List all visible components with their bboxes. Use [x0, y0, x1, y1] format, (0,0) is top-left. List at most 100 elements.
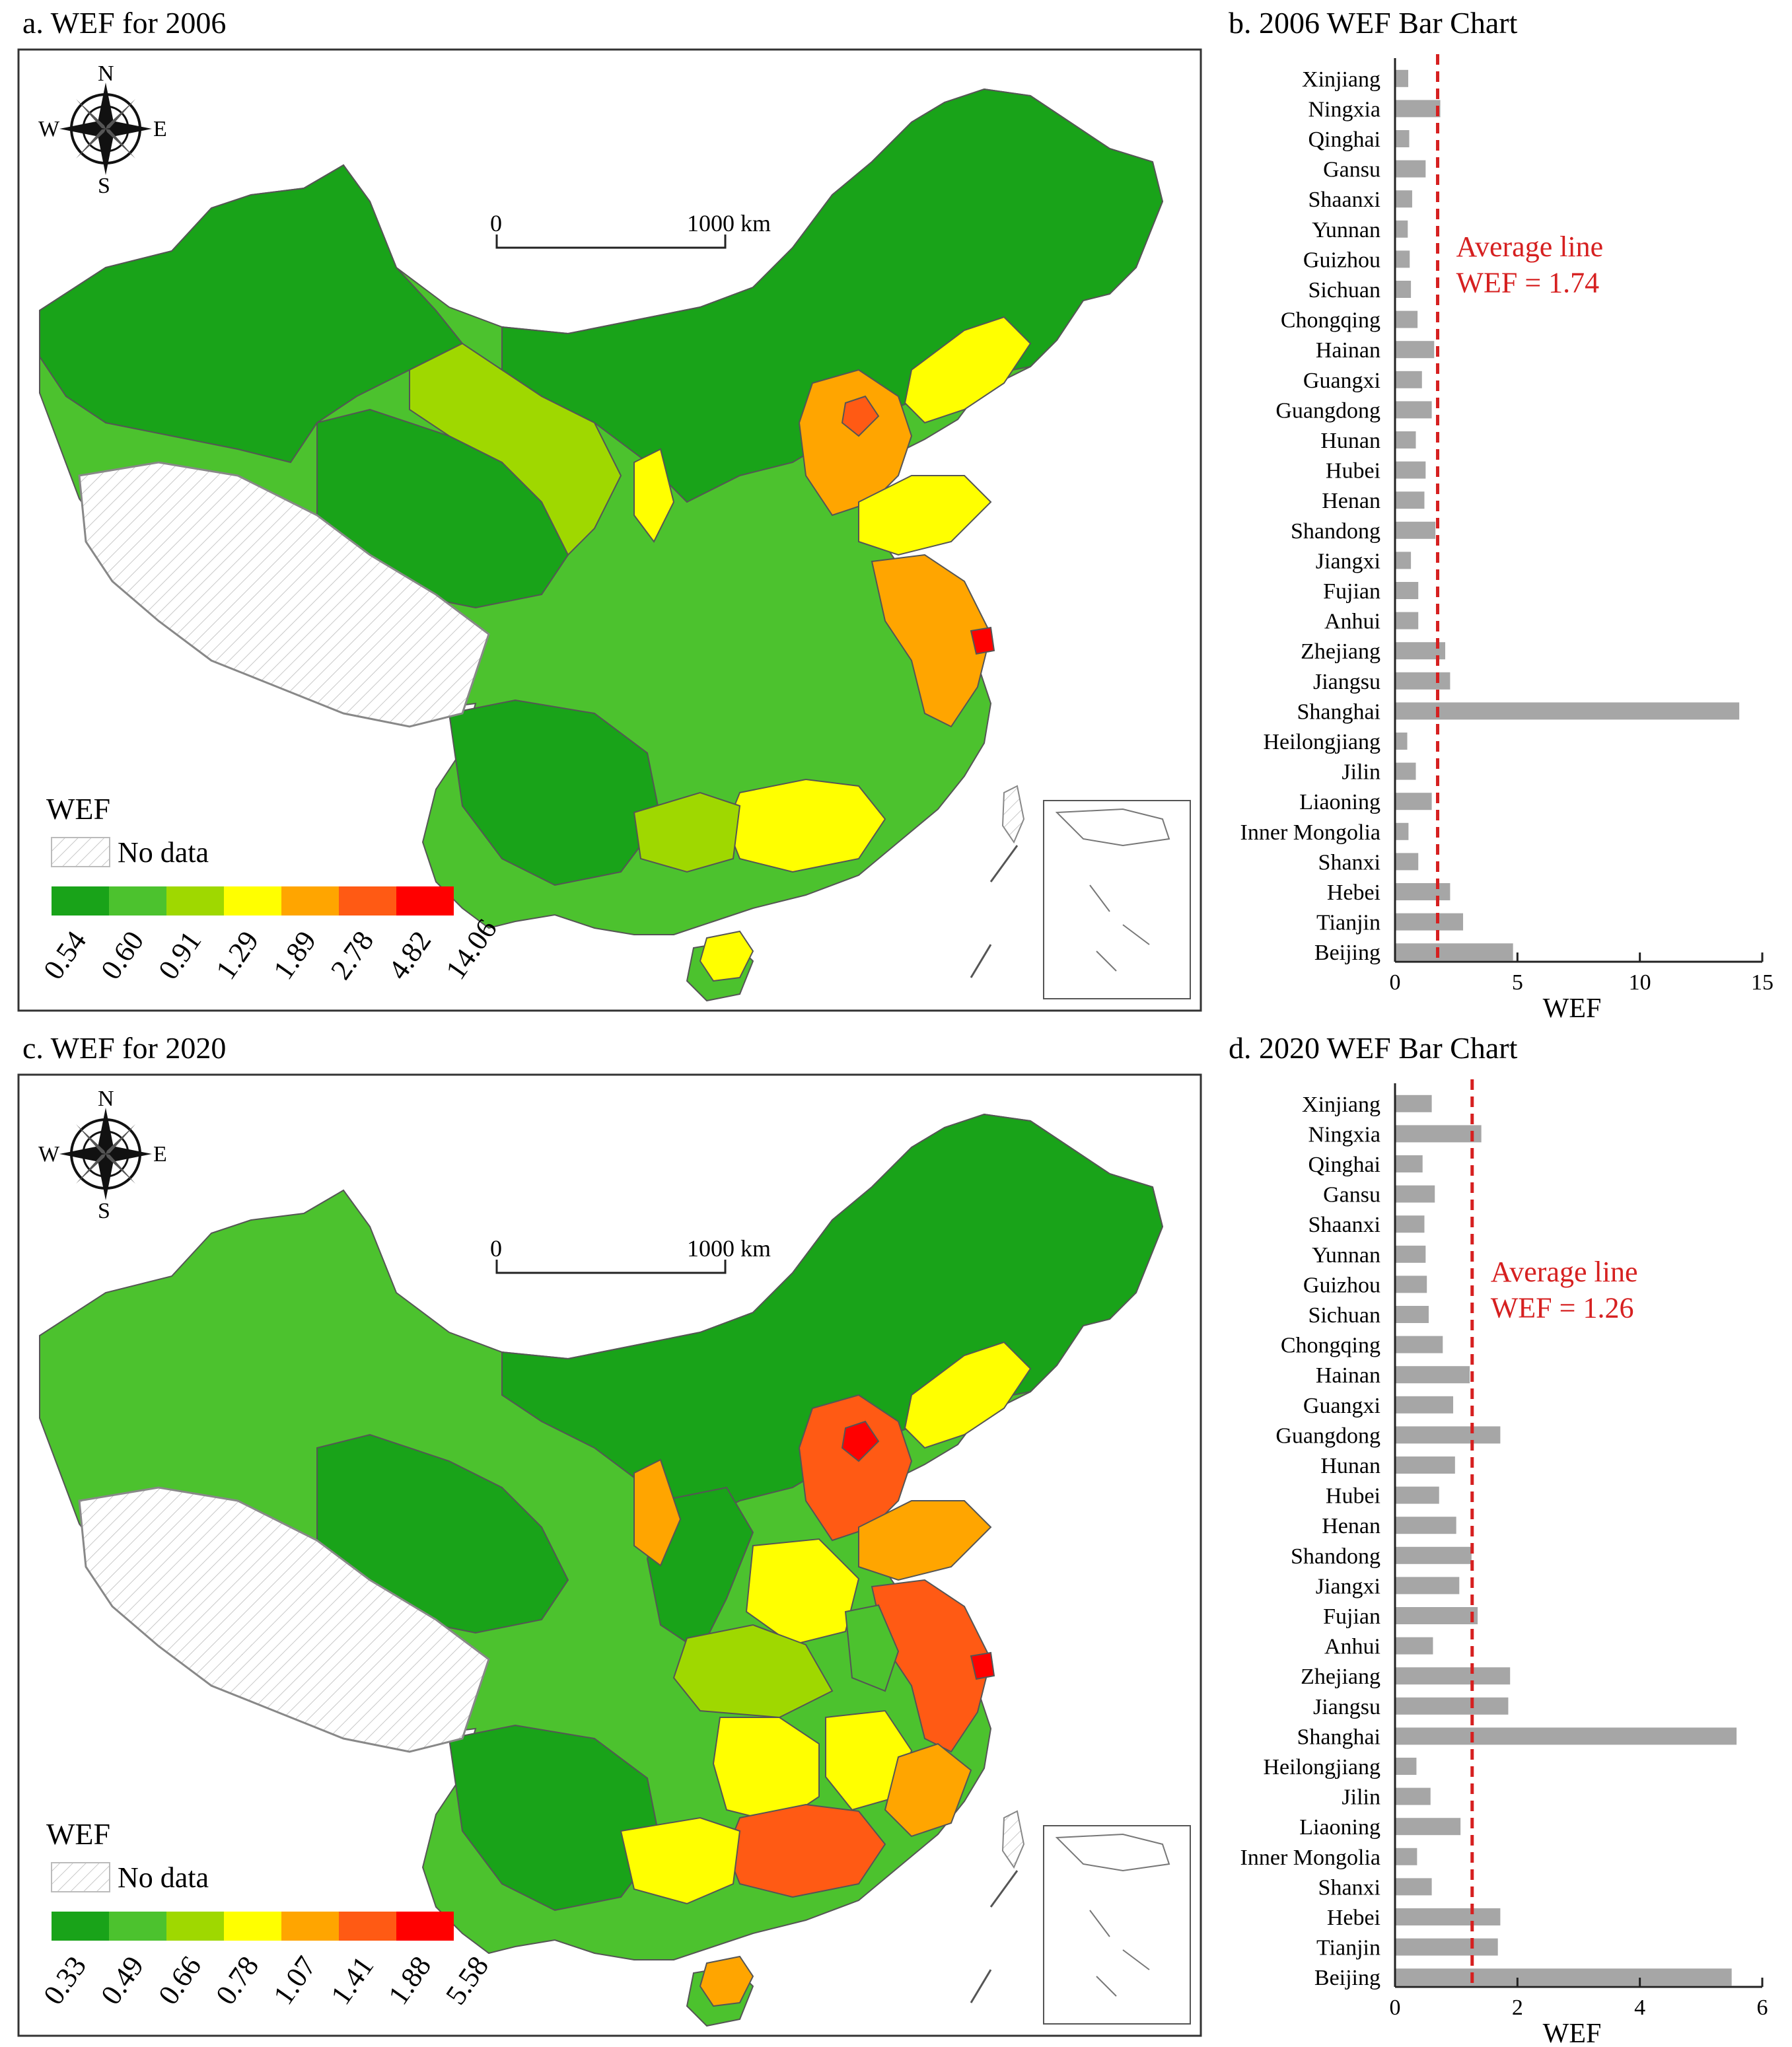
compass-w: W	[38, 117, 60, 141]
compass-rose-icon: N S W E	[38, 61, 167, 198]
category-label: Shaanxi	[1308, 188, 1380, 212]
category-label: Henan	[1322, 1514, 1380, 1538]
scale-bar-end: 1000 km	[687, 210, 771, 236]
legend-swatch	[224, 1912, 281, 1941]
compass-rose-icon: N S W E	[38, 1087, 167, 1223]
legend-swatch	[281, 1912, 339, 1941]
category-label: Jiangsu	[1313, 1695, 1380, 1719]
x-tick-label: 6	[1757, 1995, 1768, 2020]
bar	[1395, 1577, 1460, 1595]
category-label: Liaoning	[1299, 790, 1380, 814]
bar	[1395, 1336, 1443, 1353]
category-label: Inner Mongolia	[1240, 820, 1380, 845]
bar	[1395, 160, 1426, 178]
bar	[1395, 1938, 1498, 1956]
bar	[1395, 913, 1464, 931]
compass-n: N	[98, 61, 114, 86]
bar	[1395, 672, 1451, 690]
map-2020: N S W E 0 1000 km WEF No data 0.33 0.49 0.…	[17, 1073, 1202, 2037]
bar	[1395, 491, 1425, 509]
category-label: Xinjiang	[1302, 67, 1380, 92]
category-label: Hubei	[1326, 459, 1380, 484]
category-label: Gansu	[1323, 1183, 1380, 1207]
category-label: Hainan	[1316, 338, 1380, 363]
bar	[1395, 401, 1432, 419]
china-map-2006	[39, 88, 1164, 1001]
bar	[1395, 1125, 1482, 1143]
no-data-swatch	[51, 1862, 110, 1892]
bar	[1395, 341, 1435, 359]
category-label: Hebei	[1327, 880, 1380, 905]
bar	[1395, 762, 1416, 780]
bar	[1395, 431, 1416, 449]
category-label: Hainan	[1316, 1363, 1380, 1388]
x-axis-label: WEF	[1543, 993, 1602, 1024]
category-label: Guangxi	[1303, 1394, 1380, 1418]
scale-bar-start: 0	[490, 1235, 502, 1262]
category-label: Hunan	[1320, 429, 1380, 453]
compass-n: N	[98, 1087, 114, 1111]
category-label: Shanxi	[1318, 850, 1380, 875]
bar	[1395, 1607, 1478, 1624]
bar	[1395, 190, 1412, 208]
panel-d-title: d. 2020 WEF Bar Chart	[1229, 1031, 1518, 1065]
bar	[1395, 1095, 1432, 1112]
category-label: Liaoning	[1299, 1815, 1380, 1840]
category-label: Hunan	[1320, 1454, 1380, 1478]
bar	[1395, 1215, 1425, 1233]
bar	[1395, 1667, 1511, 1685]
bar	[1395, 1758, 1417, 1775]
legend-swatch	[166, 1912, 224, 1941]
bar	[1395, 1366, 1470, 1384]
scale-bar: 0 1000 km	[490, 1235, 771, 1274]
bar	[1395, 1818, 1461, 1836]
bar	[1395, 371, 1422, 388]
category-label: Jiangsu	[1313, 670, 1380, 694]
bar	[1395, 1637, 1433, 1655]
category-label: Shanxi	[1318, 1875, 1380, 1900]
average-line-label: Average line	[1491, 1256, 1638, 1288]
category-label: Tianjin	[1316, 1936, 1380, 1960]
legend-swatch	[281, 886, 339, 916]
legend-swatch	[109, 886, 166, 916]
category-label: Heilongjiang	[1263, 1755, 1380, 1779]
x-tick-label: 2	[1512, 1995, 1523, 2020]
legend-swatch	[166, 886, 224, 916]
category-label: Qinghai	[1308, 1153, 1380, 1177]
average-line-value: WEF = 1.74	[1456, 267, 1599, 299]
category-label: Shanghai	[1297, 700, 1380, 724]
category-label: Gansu	[1323, 158, 1380, 182]
category-label: Fujian	[1323, 1604, 1380, 1629]
category-label: Henan	[1322, 489, 1380, 513]
no-data-label: No data	[118, 836, 209, 869]
category-label: Hubei	[1326, 1484, 1380, 1509]
legend-swatch	[52, 1912, 109, 1941]
bar	[1395, 1426, 1501, 1444]
category-label: Chongqing	[1281, 1334, 1380, 1358]
x-axis-label: WEF	[1543, 2019, 1602, 2047]
legend-title: WEF	[46, 1817, 110, 1851]
category-label: Ningxia	[1308, 97, 1380, 122]
bar	[1395, 1456, 1455, 1474]
bar	[1395, 702, 1740, 720]
legend-swatch	[396, 886, 454, 916]
category-label: Guangdong	[1275, 1423, 1380, 1448]
bar	[1395, 310, 1418, 328]
bar	[1395, 883, 1451, 900]
category-label: Jilin	[1342, 1785, 1380, 1810]
south-china-sea-inset	[1043, 1825, 1191, 2025]
bar	[1395, 1275, 1427, 1293]
map-2006: N S W E 0 1000 km WEF No data 0.54 0.60 0.…	[17, 48, 1202, 1012]
category-label: Yunnan	[1312, 218, 1380, 242]
category-label: Shandong	[1291, 519, 1380, 544]
x-tick-label: 0	[1390, 970, 1401, 995]
x-tick-label: 5	[1512, 970, 1523, 995]
category-label: Jiangxi	[1316, 549, 1380, 573]
legend-title: WEF	[46, 792, 110, 826]
category-label: Beijing	[1314, 941, 1380, 965]
bar	[1395, 612, 1419, 629]
category-label: Shaanxi	[1308, 1213, 1380, 1237]
bar	[1395, 1306, 1429, 1323]
x-tick-label: 4	[1634, 1995, 1645, 2020]
